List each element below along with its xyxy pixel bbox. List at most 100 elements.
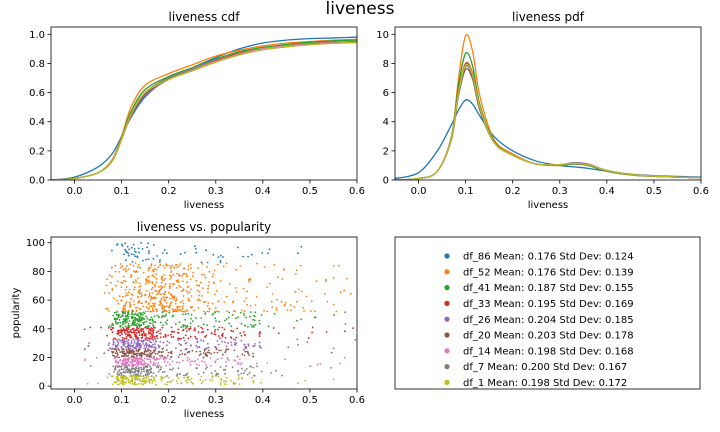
scatter-point [270,300,273,303]
scatter-point [106,307,109,310]
scatter-point [144,377,146,379]
scatter-point [171,283,174,285]
scatter-point [223,328,226,331]
scatter-point [168,380,171,383]
scatter-point [161,371,164,374]
scatter-point [117,366,119,369]
scatter-point [195,363,198,366]
scatter-point [217,375,220,378]
scatter-point [214,370,217,372]
scatter-point [158,316,160,319]
scatter-point [200,339,203,342]
scatter-point [252,345,255,348]
scatter-point [207,284,210,287]
scatter-point [247,278,250,281]
scatter-point [154,364,156,367]
scatter-point [110,375,113,377]
scatter-point [152,343,154,346]
scatter-point [169,285,171,288]
scatter-point [186,275,189,278]
scatter-point [297,382,299,385]
scatter-point [241,309,243,312]
scatter-point [182,273,185,275]
scatter-point [155,281,158,284]
scatter-point [248,371,251,374]
scatter-point [225,262,228,265]
scatter-point [115,375,118,378]
scatter-point [303,310,305,312]
scatter-point [183,376,186,379]
scatter-point [143,380,146,382]
scatter-point [244,334,246,336]
y-tick-label: 4 [383,117,389,128]
scatter-point [149,341,152,343]
scatter-point [123,359,125,362]
scatter-point [332,265,335,267]
scatter-point [118,349,121,352]
scatter-point [222,332,224,335]
scatter-point [135,353,137,356]
scatter-point [219,254,222,257]
scatter-point [137,247,140,250]
panel-title: liveness cdf [169,10,241,24]
scatter-point [153,350,156,353]
scatter-point [179,263,182,265]
scatter-point [133,253,135,256]
scatter-point [180,349,182,352]
scatter-point [252,380,255,382]
scatter-point [156,255,159,257]
scatter-point [236,355,239,358]
scatter-point [205,334,208,337]
scatter-point [260,381,262,384]
scatter-point [275,309,278,311]
scatter-point [161,354,163,357]
scatter-point [160,297,163,300]
scatter-point [213,351,216,354]
scatter-point [225,376,228,379]
scatter-point [147,267,150,270]
scatter-point [137,383,140,385]
scatter-point [112,351,115,353]
scatter-point [155,273,158,275]
scatter-point [113,381,116,384]
scatter-point [138,251,140,254]
scatter-point [158,289,161,292]
scatter-point [122,371,125,374]
scatter-point [145,336,148,339]
scatter-point [212,253,215,256]
scatter-point [137,315,140,317]
scatter-point [121,295,124,298]
scatter-point [137,277,140,279]
scatter-point [129,303,132,306]
scatter-point [142,305,145,308]
scatter-point [126,377,129,379]
legend-item-df_26: df_26 Mean: 0.204 Std Dev: 0.185 [444,315,634,326]
scatter-point [189,306,192,308]
scatter-point [169,333,172,336]
series-group [395,34,701,180]
scatter-point [142,368,145,371]
scatter-point [171,308,174,310]
scatter-point [108,325,111,327]
scatter-point [200,375,203,378]
scatter-point [122,307,125,310]
scatter-point [138,325,141,328]
scatter-point [177,377,180,380]
scatter-point [115,284,117,287]
scatter-point [146,317,149,320]
scatter-point [161,286,164,289]
scatter-point [233,349,236,352]
scatter-point [249,278,252,280]
scatter-point [130,313,133,316]
scatter-point [189,263,192,266]
scatter-point [105,307,107,310]
scatter-point [213,325,216,328]
scatter-point [217,373,220,376]
legend-item-df_86: df_86 Mean: 0.176 Std Dev: 0.124 [444,252,634,263]
scatter-point [202,323,205,326]
scatter-point [182,336,185,339]
scatter-point [161,348,164,350]
scatter-point [176,266,179,269]
scatter-point [112,340,115,343]
scatter-point [189,278,192,281]
